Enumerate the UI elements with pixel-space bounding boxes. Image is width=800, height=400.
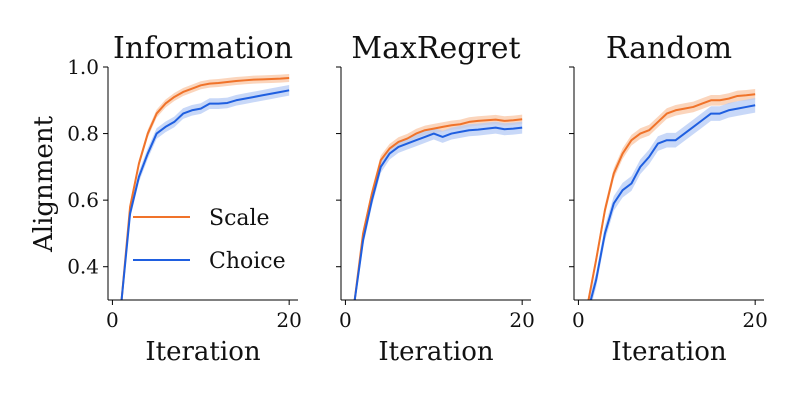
plot-area <box>353 114 523 300</box>
legend-label-scale: Scale <box>209 206 270 231</box>
legend: Scale Choice <box>133 206 286 274</box>
band-choice <box>354 121 523 300</box>
series-line-choice <box>589 104 756 300</box>
x-axis-label: Iteration <box>378 337 493 367</box>
x-tick-label: 0 <box>106 308 119 332</box>
panel-maxregret: 0 20 MaxRegret Iteration <box>336 31 535 367</box>
x-axis-label: Iteration <box>611 337 726 367</box>
series-line-scale <box>120 76 290 300</box>
y-tick-label: 0.6 <box>67 188 99 212</box>
band-choice <box>588 97 756 300</box>
legend-label-choice: Choice <box>209 249 286 274</box>
band-choice <box>121 84 290 300</box>
x-tick-label: 20 <box>742 308 767 332</box>
panels: 0.4 0.6 0.8 1.0 0 20 Information Iteration Scale… <box>67 31 768 367</box>
y-tick-label: 0.4 <box>67 255 99 279</box>
series-line-choice <box>353 126 523 300</box>
x-tick-label: 20 <box>509 308 534 332</box>
panel-information: 0.4 0.6 0.8 1.0 0 20 Information Iteration Scale… <box>67 31 302 367</box>
x-tick-label: 0 <box>339 308 352 332</box>
panel-random: 0 20 Random Iteration <box>569 31 768 367</box>
plot-area <box>120 73 290 300</box>
plot-area <box>587 88 756 300</box>
y-axis-label: Alignment <box>29 115 59 253</box>
y-tick-label: 1.0 <box>67 55 99 79</box>
panel-title: Information <box>113 31 293 66</box>
band-scale <box>587 88 756 300</box>
series-line-choice <box>120 89 290 300</box>
panel-title: MaxRegret <box>351 31 520 66</box>
x-axis-label: Iteration <box>145 337 260 367</box>
band-scale <box>354 114 523 300</box>
y-tick-label: 0.8 <box>67 122 99 146</box>
x-tick-label: 20 <box>276 308 301 332</box>
series-line-scale <box>353 118 523 300</box>
x-tick-label: 0 <box>572 308 585 332</box>
series-line-scale <box>587 93 756 300</box>
panel-title: Random <box>606 31 732 66</box>
